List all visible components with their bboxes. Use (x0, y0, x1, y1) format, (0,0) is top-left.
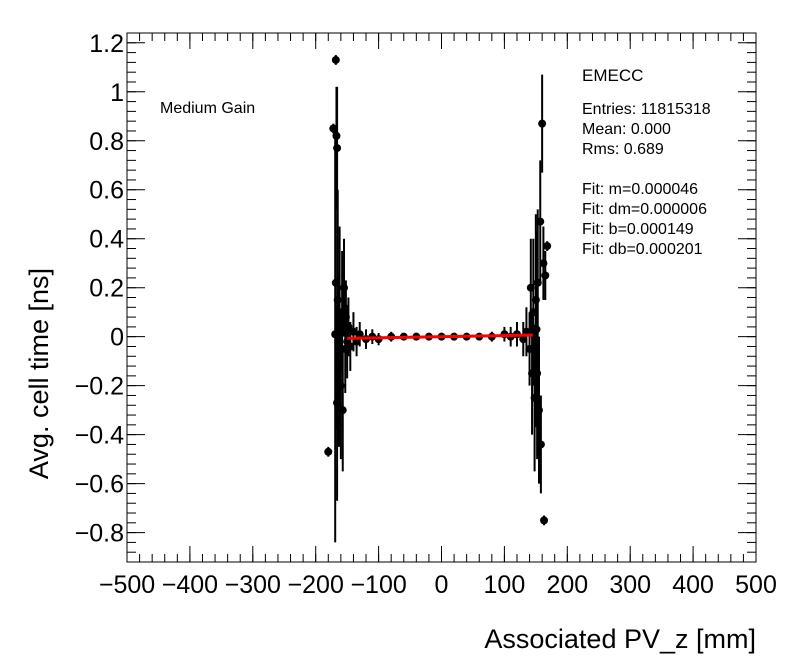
data-point (331, 55, 340, 64)
stat-mean: Mean: 0.000 (582, 121, 671, 138)
y-tick-label: −0.2 (75, 373, 124, 401)
y-tick-label: 0.2 (89, 275, 124, 303)
y-tick-label: −0.4 (75, 422, 124, 450)
x-tick-label: 500 (735, 571, 777, 599)
data-point (543, 242, 552, 251)
x-tick-label: −400 (162, 571, 218, 599)
stat-entries: Entries: 11815318 (582, 101, 711, 118)
fit-db: Fit: db=0.000201 (582, 241, 703, 258)
y-tick-label: 1.2 (89, 30, 124, 58)
y-tick-label: −0.6 (75, 471, 124, 499)
x-tick-label: −500 (99, 571, 155, 599)
y-tick-label: 0.8 (89, 128, 124, 156)
gain-label: Medium Gain (160, 100, 255, 117)
data-point (538, 119, 547, 128)
fit-layer (347, 333, 533, 340)
partition-label: EMECC (582, 66, 643, 85)
data-point (541, 271, 550, 280)
fit-b: Fit: b=0.000149 (582, 221, 694, 238)
fit-dm: Fit: dm=0.000006 (582, 201, 707, 218)
y-tick-label: 0.4 (89, 226, 124, 254)
x-tick-label: 0 (435, 571, 449, 599)
x-tick-label: 100 (484, 571, 526, 599)
y-tick-label: 0 (110, 324, 124, 352)
data-point (540, 516, 549, 525)
data-point (349, 327, 358, 336)
data-point (536, 217, 545, 226)
y-tick-label: 1 (110, 79, 124, 107)
x-tick-label: 400 (672, 571, 714, 599)
y-tick-label: 0.6 (89, 177, 124, 205)
data-point (338, 406, 347, 415)
x-tick-label: −300 (225, 571, 281, 599)
fit-line (347, 333, 533, 340)
x-tick-label: 300 (609, 571, 651, 599)
data-point (519, 335, 528, 344)
data-layer (324, 55, 552, 543)
data-point (324, 447, 333, 456)
stat-rms: Rms: 0.689 (582, 141, 664, 158)
fit-m: Fit: m=0.000046 (582, 181, 698, 198)
x-tick-label: 200 (546, 571, 588, 599)
data-point (536, 440, 545, 449)
y-axis-title: Avg. cell time [ns] (24, 268, 54, 479)
data-point (346, 342, 355, 351)
x-tick-label: −200 (288, 571, 344, 599)
x-axis-title: Associated PV_z [mm] (484, 624, 756, 654)
y-tick-label: −0.8 (75, 520, 124, 548)
data-point (355, 330, 364, 339)
x-tick-label: −100 (350, 571, 406, 599)
axis-layer: −500 −400 −300 −200 −100 0 100 200 300 400 500 −0.8… (75, 30, 777, 599)
